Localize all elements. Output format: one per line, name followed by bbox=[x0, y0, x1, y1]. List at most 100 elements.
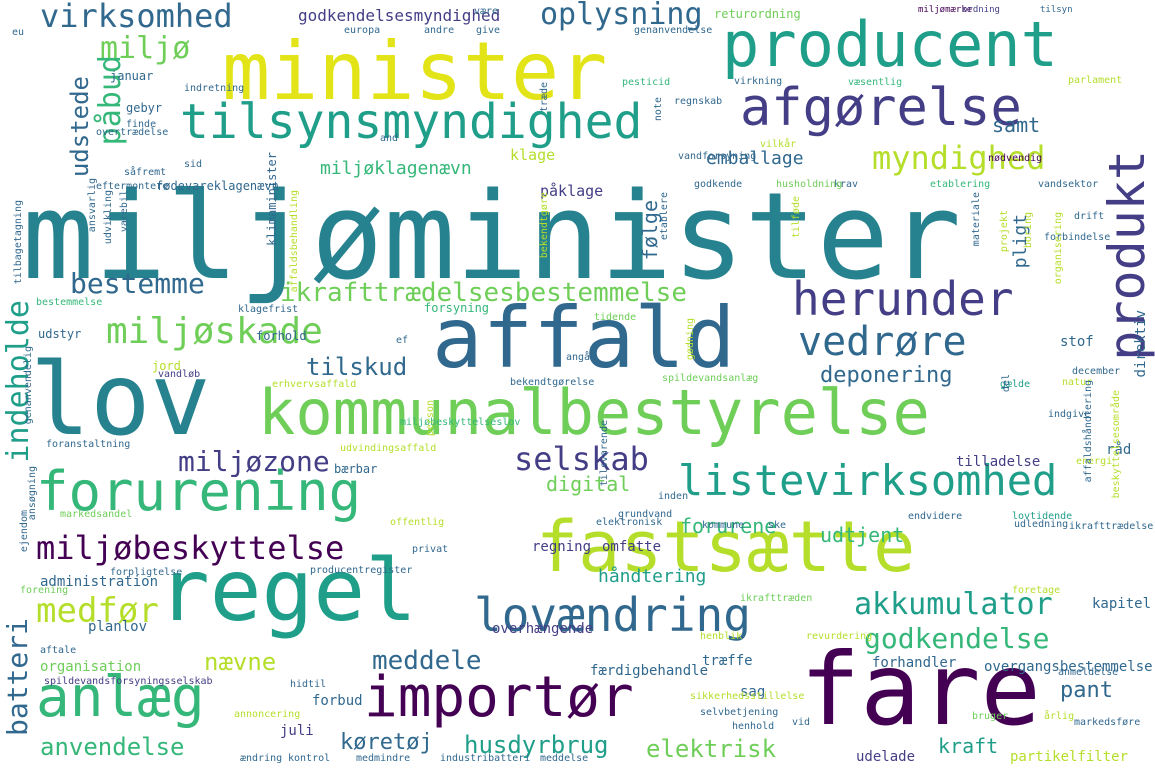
word-18: vedrøre bbox=[798, 319, 967, 365]
word-188: beskyttelsesområde bbox=[1111, 390, 1122, 499]
word-40: batteri bbox=[1, 618, 34, 737]
word-163: tidende bbox=[594, 312, 637, 323]
word-106: ikrafttrædelse bbox=[1069, 521, 1154, 532]
word-91: bestemmelse bbox=[36, 297, 103, 308]
word-119: spildevandsforsyningsselskab bbox=[44, 676, 213, 687]
word-24: selskab bbox=[514, 440, 649, 478]
word-3: producent bbox=[722, 8, 1058, 81]
word-39: nævne bbox=[204, 648, 277, 676]
word-15: lov bbox=[30, 341, 211, 458]
word-52: samt bbox=[992, 113, 1041, 137]
word-150: sid bbox=[184, 159, 203, 170]
word-131: kontrol bbox=[288, 753, 331, 764]
word-141: væsentlig bbox=[848, 77, 903, 88]
word-81: udelade bbox=[856, 749, 916, 765]
word-181: etablere bbox=[659, 192, 670, 241]
word-157: husholdning bbox=[776, 179, 843, 190]
word-154: nødvendig bbox=[988, 153, 1043, 164]
word-49: forurene bbox=[680, 514, 777, 538]
word-1: miljøminister bbox=[22, 168, 962, 307]
word-123: aftale bbox=[40, 645, 77, 656]
word-28: fastsætte bbox=[536, 506, 916, 588]
word-111: producentregister bbox=[310, 565, 413, 576]
word-142: virkning bbox=[734, 76, 783, 87]
word-160: drift bbox=[1074, 211, 1105, 222]
word-96: gælde bbox=[1000, 379, 1031, 390]
word-144: note bbox=[653, 97, 664, 122]
word-6: virksomhed bbox=[40, 0, 233, 35]
word-108: endvidere bbox=[908, 511, 963, 522]
word-13: herunder bbox=[792, 272, 1014, 326]
word-139: genanvendelse bbox=[634, 25, 713, 36]
word-102: elektronisk bbox=[596, 517, 663, 528]
word-184: projekt bbox=[999, 210, 1010, 253]
word-159: vandsektor bbox=[1038, 179, 1099, 190]
word-25: miljøzone bbox=[178, 445, 330, 478]
word-89: forhold bbox=[256, 329, 307, 343]
word-60: følge bbox=[638, 200, 662, 261]
word-48: miljøklagenævn bbox=[320, 158, 472, 179]
word-43: elektrisk bbox=[646, 735, 777, 763]
word-38: meddele bbox=[372, 646, 482, 676]
word-90: udstyr bbox=[38, 327, 82, 341]
word-54: returordning bbox=[714, 7, 801, 21]
word-44: køretøj bbox=[340, 730, 433, 755]
word-77: planlov bbox=[88, 619, 148, 635]
word-97: miljøbeskyttelseslov bbox=[400, 417, 521, 428]
word-166: natur bbox=[1062, 377, 1093, 388]
word-101: grundvand bbox=[618, 509, 673, 520]
word-69: omfatte bbox=[602, 539, 662, 555]
word-187: affaldshåndtering bbox=[1083, 380, 1094, 483]
word-112: forpligtelse bbox=[110, 567, 183, 578]
word-161: forbindelse bbox=[1044, 232, 1111, 243]
word-177: udvikling bbox=[103, 190, 114, 245]
word-27: deponering bbox=[820, 363, 953, 388]
word-194: and bbox=[380, 133, 399, 144]
word-113: forening bbox=[20, 585, 69, 596]
word-55: tilsyn bbox=[1040, 5, 1073, 15]
word-180: bekendtgøre bbox=[539, 192, 550, 259]
word-100: inden bbox=[658, 491, 689, 502]
word-74: overgangsbestemmelse bbox=[984, 659, 1153, 675]
word-183: materiale bbox=[971, 192, 982, 247]
word-125: henhold bbox=[732, 721, 775, 732]
word-16: kommunalbestyrelse bbox=[258, 376, 930, 449]
word-58: klage bbox=[510, 146, 556, 164]
word-133: industribatteri bbox=[440, 753, 531, 764]
word-107: lovtidende bbox=[1012, 511, 1073, 522]
word-20: ikrafttrædelsesbestemmelse bbox=[280, 278, 687, 308]
word-169: del bbox=[1001, 374, 1012, 393]
word-75: sag bbox=[740, 684, 766, 700]
word-65: tilladelse bbox=[956, 454, 1041, 470]
word-14: affald bbox=[432, 289, 736, 387]
word-35: anlæg bbox=[36, 665, 205, 730]
word-156: krav bbox=[834, 179, 859, 190]
word-143: pesticid bbox=[622, 77, 671, 88]
word-42: husdyrbrug bbox=[464, 731, 609, 759]
word-87: forsyning bbox=[424, 301, 490, 315]
word-41: anvendelse bbox=[40, 733, 185, 761]
word-2: minister bbox=[222, 25, 608, 118]
word-122: hidtil bbox=[290, 679, 327, 690]
word-31: lovændring bbox=[474, 588, 751, 642]
word-168: indgive bbox=[1048, 409, 1091, 420]
word-173: foranstaltning bbox=[46, 439, 131, 450]
word-98: bærbar bbox=[334, 462, 378, 476]
word-126: vid bbox=[792, 717, 811, 728]
word-128: årlig bbox=[1044, 711, 1075, 722]
word-115: foretage bbox=[1012, 585, 1061, 596]
word-93: erhvervsaffald bbox=[272, 379, 357, 390]
word-53: godkendelsesmyndighed bbox=[298, 6, 501, 25]
word-22: forurening bbox=[36, 460, 362, 523]
word-147: indretning bbox=[184, 83, 245, 94]
word-109: offentlig bbox=[390, 517, 445, 528]
word-64: regning bbox=[532, 539, 592, 555]
word-158: etablering bbox=[930, 179, 991, 190]
word-59: påklage bbox=[540, 182, 604, 200]
word-162: ef bbox=[396, 335, 409, 346]
word-17: miljøskade bbox=[106, 311, 323, 352]
word-164: klagefrist bbox=[238, 304, 299, 315]
word-72: træffe bbox=[702, 653, 753, 669]
word-170: energi bbox=[1076, 456, 1113, 467]
word-176: ansvarlig bbox=[87, 178, 98, 233]
